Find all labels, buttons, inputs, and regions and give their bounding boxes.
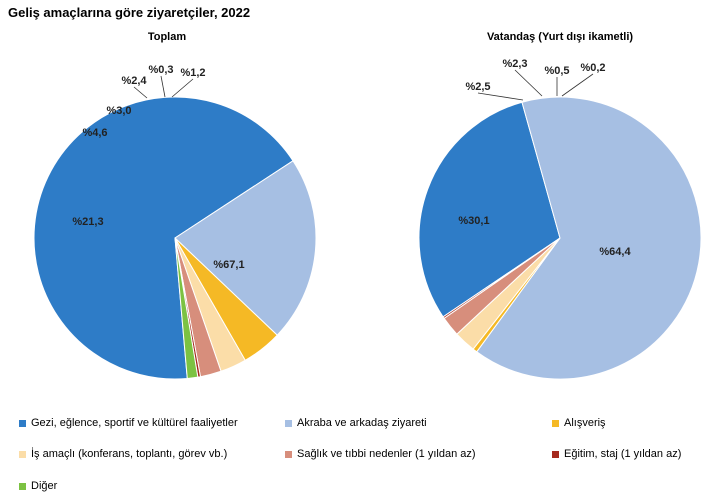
data-label-0-1: %21,3 (72, 216, 103, 228)
data-label-1-4: %2,3 (502, 58, 527, 70)
data-label-1-5: %0,2 (580, 62, 605, 74)
leader-line-1-4 (514, 69, 543, 97)
data-label-1-0: %30,1 (458, 215, 489, 227)
leader-line-1-5 (561, 73, 594, 97)
pie-slice-1-egitim (442, 237, 561, 320)
data-label-0-5: %0,3 (148, 64, 173, 76)
leader-line-1-3 (477, 92, 524, 101)
data-label-1-3: %2,5 (465, 81, 490, 93)
leader-line-0-4 (133, 86, 148, 99)
data-label-1-1: %64,4 (599, 246, 631, 258)
pie-slice-0-akraba (174, 160, 317, 336)
pie-slice-1-akraba (476, 96, 702, 380)
pie-slice-0-diger (174, 237, 199, 380)
leader-line-0-5 (160, 75, 166, 98)
data-label-0-6: %1,2 (180, 67, 205, 79)
pie-title-1: Vatandaş (Yurt dışı ikametli) (487, 31, 633, 43)
leader-line-0-6 (171, 78, 194, 98)
chart-main-title: Geliş amaçlarına göre ziyaretçiler, 2022 (8, 5, 251, 20)
pie-slice-0-gezi (33, 96, 294, 380)
data-label-0-3: %3,0 (106, 105, 131, 117)
pie-slice-1-gezi (418, 101, 561, 318)
pie-title-0: Toplam (148, 31, 187, 43)
data-label-1-2: %0,5 (544, 65, 569, 77)
data-label-0-0: %67,1 (213, 259, 244, 271)
data-label-0-4: %2,4 (121, 75, 147, 87)
data-label-0-2: %4,6 (82, 127, 107, 139)
